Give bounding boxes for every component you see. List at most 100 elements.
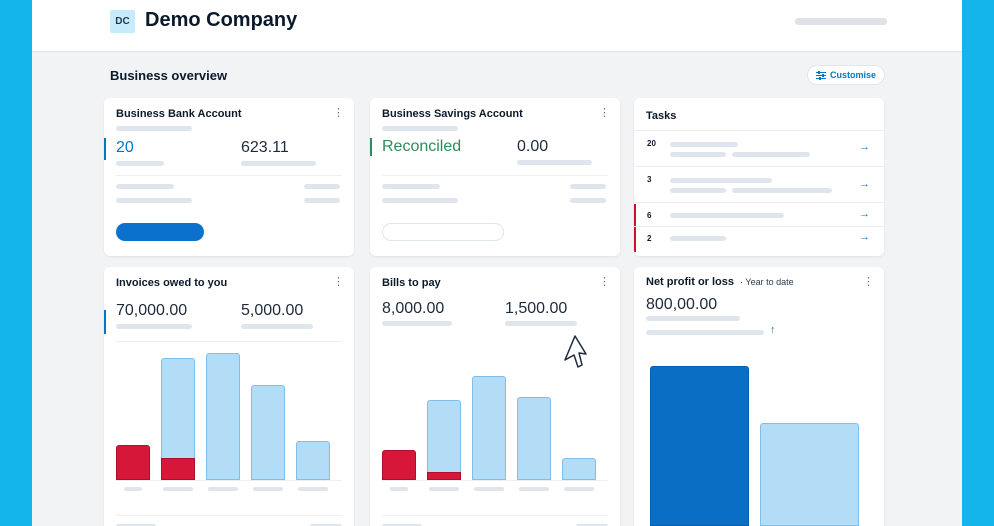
net-profit-value: 800,00.00 xyxy=(646,296,718,313)
task-count: 2 xyxy=(647,234,652,243)
arrow-right-icon[interactable]: → xyxy=(859,178,870,190)
divider xyxy=(634,130,884,131)
task-row[interactable]: 2 → xyxy=(634,228,884,254)
invoices-title[interactable]: Invoices owed to you xyxy=(116,277,228,289)
chart-bar[interactable] xyxy=(206,353,240,480)
bills-title[interactable]: Bills to pay xyxy=(382,277,441,289)
placeholder-line xyxy=(116,126,192,131)
savings-account-title[interactable]: Business Savings Account xyxy=(382,108,523,120)
chart-bar-overdue[interactable] xyxy=(116,445,150,480)
placeholder-line xyxy=(116,198,192,203)
org-name[interactable]: Demo Company xyxy=(145,9,298,31)
invoices-overdue-total[interactable]: 5,000.00 xyxy=(241,302,304,319)
more-menu-icon[interactable]: ⋮ xyxy=(333,276,344,288)
chart-bar-overdue[interactable] xyxy=(427,472,461,480)
reconcile-button[interactable] xyxy=(116,223,204,241)
placeholder-line xyxy=(670,236,726,241)
more-menu-icon[interactable]: ⋮ xyxy=(863,276,874,288)
page-title: Business overview xyxy=(110,68,228,83)
divider xyxy=(382,515,608,516)
bills-overdue-total[interactable]: 1,500.00 xyxy=(505,300,568,317)
task-row[interactable]: 6 → xyxy=(634,204,884,230)
chart-bar[interactable] xyxy=(760,423,859,526)
bills-draft-total[interactable]: 8,000.00 xyxy=(382,300,445,317)
placeholder-line xyxy=(382,126,458,131)
divider xyxy=(116,515,342,516)
invoices-draft-total[interactable]: 70,000.00 xyxy=(116,302,188,319)
placeholder-line xyxy=(646,330,764,335)
placeholder-line xyxy=(116,184,174,189)
bank-account-title[interactable]: Business Bank Account xyxy=(116,108,242,120)
placeholder-line xyxy=(570,184,606,189)
placeholder-line xyxy=(304,198,340,203)
overdue-accent-bar xyxy=(634,204,636,252)
placeholder-line xyxy=(670,213,784,218)
chart-baseline xyxy=(116,480,342,481)
task-count: 6 xyxy=(647,211,652,220)
placeholder-line xyxy=(670,142,738,147)
placeholder-line xyxy=(732,152,810,157)
bills-card: Bills to pay ⋮ 8,000.00 1,500.00 xyxy=(370,267,620,526)
task-row[interactable]: 3 → xyxy=(634,170,884,196)
chart-bar[interactable] xyxy=(427,400,461,480)
more-menu-icon[interactable]: ⋮ xyxy=(599,107,610,119)
invoices-card: Invoices owed to you ⋮ 70,000.00 5,000.0… xyxy=(104,267,354,526)
dashboard-app: DC Demo Company Business overview Custom… xyxy=(32,0,962,526)
savings-action-button[interactable] xyxy=(382,223,504,241)
header-placeholder xyxy=(795,18,887,25)
arrow-right-icon[interactable]: → xyxy=(859,141,870,153)
placeholder-line xyxy=(570,198,606,203)
period-label: Year to date xyxy=(745,277,794,287)
net-profit-title[interactable]: Net profit or loss · Year to date xyxy=(646,276,794,288)
divider xyxy=(116,175,342,176)
placeholder-line xyxy=(732,188,832,193)
bank-balance: 623.11 xyxy=(241,139,289,156)
placeholder-line xyxy=(116,524,156,526)
placeholder-line xyxy=(382,184,440,189)
bills-bar-chart xyxy=(382,374,608,480)
org-avatar[interactable]: DC xyxy=(110,10,135,33)
chart-bar-overdue[interactable] xyxy=(382,450,416,480)
axis-label-placeholder xyxy=(474,487,504,491)
placeholder-line xyxy=(576,524,608,526)
task-row[interactable]: 20 → xyxy=(634,134,884,160)
divider xyxy=(634,202,884,203)
placeholder-line xyxy=(310,524,342,526)
placeholder-line xyxy=(670,152,726,157)
divider xyxy=(382,175,608,176)
savings-balance: 0.00 xyxy=(517,138,549,155)
placeholder-line xyxy=(382,198,458,203)
placeholder-line xyxy=(382,524,422,526)
chart-bar[interactable] xyxy=(251,385,285,480)
placeholder-line xyxy=(670,188,726,193)
placeholder-line xyxy=(505,321,577,326)
placeholder-line xyxy=(116,324,192,329)
arrow-right-icon[interactable]: → xyxy=(859,231,870,243)
bank-account-card: Business Bank Account ⋮ 20 623.11 xyxy=(104,98,354,256)
placeholder-line xyxy=(116,161,164,166)
arrow-right-icon[interactable]: → xyxy=(859,208,870,220)
customise-button[interactable]: Customise xyxy=(807,65,885,85)
invoices-bar-chart xyxy=(116,353,342,480)
period-selector[interactable]: · Year to date xyxy=(740,277,794,287)
placeholder-line xyxy=(304,184,340,189)
chart-bar[interactable] xyxy=(472,376,506,480)
divider xyxy=(634,226,884,227)
task-count: 3 xyxy=(647,175,652,184)
chart-bar[interactable] xyxy=(296,441,330,480)
placeholder-line xyxy=(646,316,740,321)
axis-label-placeholder xyxy=(124,487,142,491)
chart-bar[interactable] xyxy=(562,458,596,480)
chart-bar[interactable] xyxy=(517,397,551,480)
more-menu-icon[interactable]: ⋮ xyxy=(599,276,610,288)
mouse-pointer-icon xyxy=(564,335,587,368)
customise-label: Customise xyxy=(829,70,876,80)
chart-bar-overdue[interactable] xyxy=(161,458,195,480)
more-menu-icon[interactable]: ⋮ xyxy=(333,107,344,119)
chart-bar[interactable] xyxy=(650,366,749,526)
accent-bar xyxy=(104,310,106,334)
unreconciled-count[interactable]: 20 xyxy=(116,139,134,156)
axis-label-placeholder xyxy=(390,487,408,491)
divider xyxy=(634,166,884,167)
accent-bar xyxy=(370,138,372,156)
